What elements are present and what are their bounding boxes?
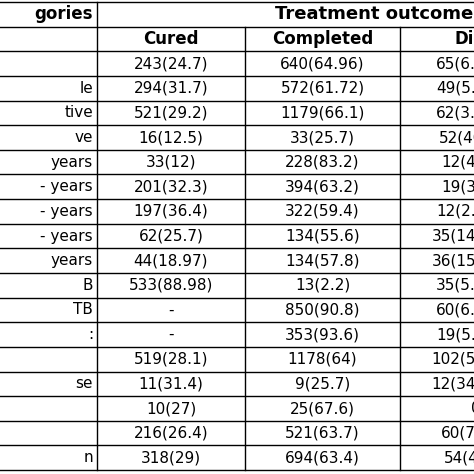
Text: 521(29.2): 521(29.2)	[134, 105, 208, 120]
Text: 36(15.52%): 36(15.52%)	[431, 253, 474, 268]
Text: - years: - years	[40, 204, 93, 219]
Text: Completed: Completed	[272, 30, 373, 48]
Text: Treatment outcome: Treatment outcome	[275, 5, 474, 23]
Text: 1179(66.1): 1179(66.1)	[280, 105, 365, 120]
Text: 102(5.51%): 102(5.51%)	[431, 352, 474, 367]
Text: 521(63.7): 521(63.7)	[285, 426, 360, 441]
Text: 16(12.5): 16(12.5)	[138, 130, 203, 145]
Text: n: n	[83, 450, 93, 465]
Text: 33(12): 33(12)	[146, 155, 196, 170]
Text: Died: Died	[455, 30, 474, 48]
Text: 694(63.4): 694(63.4)	[285, 450, 360, 465]
Text: - years: - years	[40, 179, 93, 194]
Text: 201(32.3): 201(32.3)	[134, 179, 208, 194]
Text: 65(6.59%): 65(6.59%)	[436, 56, 474, 71]
Text: 12(4.4%): 12(4.4%)	[441, 155, 474, 170]
Text: years: years	[51, 155, 93, 170]
Text: 52(40.62): 52(40.62)	[439, 130, 474, 145]
Text: 49(5.28%): 49(5.28%)	[436, 81, 474, 96]
Text: ve: ve	[74, 130, 93, 145]
Text: :: :	[88, 327, 93, 342]
Text: 35(5.84%): 35(5.84%)	[436, 278, 474, 293]
Text: 394(63.2): 394(63.2)	[285, 179, 360, 194]
Text: 1178(64): 1178(64)	[288, 352, 357, 367]
Text: - years: - years	[40, 228, 93, 244]
Text: TB: TB	[73, 302, 93, 318]
Text: 850(90.8): 850(90.8)	[285, 302, 360, 318]
Text: 11(31.4): 11(31.4)	[138, 376, 203, 392]
Text: years: years	[51, 253, 93, 268]
Text: 62(3.48%): 62(3.48%)	[436, 105, 474, 120]
Text: 228(83.2): 228(83.2)	[285, 155, 360, 170]
Text: 318(29): 318(29)	[141, 450, 201, 465]
Text: 294(31.7): 294(31.7)	[134, 81, 208, 96]
Text: 640(64.96): 640(64.96)	[280, 56, 365, 71]
Text: 60(7.3%): 60(7.3%)	[441, 426, 474, 441]
Text: -: -	[168, 327, 174, 342]
Text: 322(59.4): 322(59.4)	[285, 204, 360, 219]
Text: 353(93.6): 353(93.6)	[285, 327, 360, 342]
Text: 19(5.04%): 19(5.04%)	[436, 327, 474, 342]
Text: 54(4.90): 54(4.90)	[444, 450, 474, 465]
Text: -: -	[168, 302, 174, 318]
Text: 10(27): 10(27)	[146, 401, 196, 416]
Text: 62(25.7): 62(25.7)	[138, 228, 203, 244]
Text: 9(25.7): 9(25.7)	[295, 376, 350, 392]
Text: 13(2.2): 13(2.2)	[295, 278, 350, 293]
Text: B: B	[82, 278, 93, 293]
Text: 216(26.4): 216(26.4)	[134, 426, 208, 441]
Text: 35(14.53%): 35(14.53%)	[431, 228, 474, 244]
Text: 0: 0	[471, 401, 474, 416]
Text: 134(57.8): 134(57.8)	[285, 253, 360, 268]
Text: 197(36.4): 197(36.4)	[134, 204, 209, 219]
Text: 44(18.97): 44(18.97)	[134, 253, 208, 268]
Text: 19(3.1%): 19(3.1%)	[441, 179, 474, 194]
Text: gories: gories	[35, 5, 93, 23]
Text: tive: tive	[64, 105, 93, 120]
Text: le: le	[79, 81, 93, 96]
Text: 572(61.72): 572(61.72)	[281, 81, 365, 96]
Text: 12(2.21%): 12(2.21%)	[436, 204, 474, 219]
Text: 25(67.6): 25(67.6)	[290, 401, 355, 416]
Text: 533(88.98): 533(88.98)	[129, 278, 213, 293]
Text: 33(25.7): 33(25.7)	[290, 130, 355, 145]
Text: se: se	[75, 376, 93, 392]
Text: 60(6.41%): 60(6.41%)	[436, 302, 474, 318]
Text: Cured: Cured	[143, 30, 199, 48]
Text: 12(34.39%): 12(34.39%)	[431, 376, 474, 392]
Text: 243(24.7): 243(24.7)	[134, 56, 208, 71]
Text: 134(55.6): 134(55.6)	[285, 228, 360, 244]
Text: 519(28.1): 519(28.1)	[134, 352, 208, 367]
